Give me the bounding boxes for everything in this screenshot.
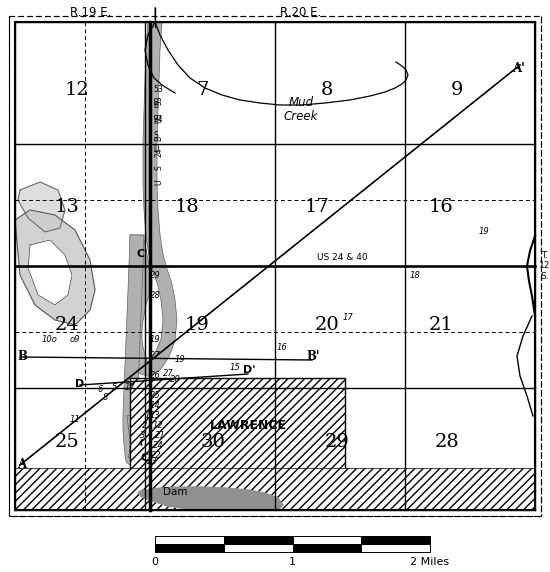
Text: 7: 7 xyxy=(196,81,208,100)
Text: 17: 17 xyxy=(343,313,353,323)
Text: 12: 12 xyxy=(65,81,90,100)
Text: 14: 14 xyxy=(150,400,161,410)
Bar xyxy=(293,544,361,552)
Bar xyxy=(361,536,430,544)
Text: 24: 24 xyxy=(153,116,163,125)
Text: A': A' xyxy=(512,62,524,74)
Text: 28: 28 xyxy=(434,432,459,451)
Bar xyxy=(15,468,535,510)
Text: C: C xyxy=(141,453,149,463)
Text: 19: 19 xyxy=(185,316,210,333)
Text: S: S xyxy=(154,166,163,170)
Text: 2 Miles: 2 Miles xyxy=(410,557,449,567)
Bar xyxy=(361,544,430,552)
Text: D: D xyxy=(75,379,85,389)
Text: 15: 15 xyxy=(230,363,240,372)
Text: Mud
Creek: Mud Creek xyxy=(284,96,318,124)
Text: Dam: Dam xyxy=(163,487,187,497)
Text: 19: 19 xyxy=(175,356,185,364)
Text: 24: 24 xyxy=(154,147,163,157)
Text: 23: 23 xyxy=(147,458,157,467)
Text: 25: 25 xyxy=(54,432,79,451)
Bar xyxy=(155,536,224,544)
Bar xyxy=(224,536,293,544)
Text: 13: 13 xyxy=(150,411,161,419)
Text: 24: 24 xyxy=(153,440,163,450)
Text: R.20 E.: R.20 E. xyxy=(280,6,322,18)
Text: 20: 20 xyxy=(169,375,180,384)
Text: 29: 29 xyxy=(150,271,161,280)
Text: 24: 24 xyxy=(54,316,79,333)
Text: 12: 12 xyxy=(153,420,163,430)
Text: B: B xyxy=(17,351,27,363)
Text: B': B' xyxy=(306,349,320,363)
Text: S: S xyxy=(153,130,158,140)
Polygon shape xyxy=(138,487,283,510)
Polygon shape xyxy=(18,182,65,232)
Text: 10o: 10o xyxy=(42,336,58,344)
Text: 27: 27 xyxy=(150,351,161,359)
Text: 5: 5 xyxy=(112,383,118,392)
Polygon shape xyxy=(128,22,177,377)
Bar xyxy=(15,22,535,510)
Text: 29: 29 xyxy=(325,432,350,451)
Bar xyxy=(293,536,361,544)
Text: 8: 8 xyxy=(102,392,108,402)
Text: 27: 27 xyxy=(163,368,173,378)
Text: U: U xyxy=(154,179,163,185)
Text: 13: 13 xyxy=(54,198,79,216)
Text: 26: 26 xyxy=(150,371,161,379)
Text: 11: 11 xyxy=(70,415,80,424)
Text: 6: 6 xyxy=(97,386,103,395)
Text: 3: 3 xyxy=(140,431,146,439)
Text: 18: 18 xyxy=(410,271,420,280)
Text: R.19 E.: R.19 E. xyxy=(70,6,111,18)
Text: 53: 53 xyxy=(154,95,163,105)
Polygon shape xyxy=(28,240,72,305)
Text: 21: 21 xyxy=(429,316,454,333)
Text: 18: 18 xyxy=(174,198,199,216)
Bar xyxy=(224,544,293,552)
Text: 1: 1 xyxy=(289,557,296,567)
Text: C': C' xyxy=(136,249,148,259)
Text: 1: 1 xyxy=(144,411,150,419)
Text: 0: 0 xyxy=(151,557,158,567)
Text: |: | xyxy=(153,6,157,19)
Text: 53: 53 xyxy=(153,85,163,94)
Text: D': D' xyxy=(243,365,255,375)
Bar xyxy=(155,544,224,552)
Text: US 24 & 40: US 24 & 40 xyxy=(317,253,368,263)
Polygon shape xyxy=(15,210,95,325)
Text: B: B xyxy=(154,136,163,141)
Text: US: US xyxy=(154,113,163,123)
Text: 16: 16 xyxy=(277,343,287,352)
Text: 20: 20 xyxy=(315,316,339,333)
Text: A: A xyxy=(18,459,26,471)
Bar xyxy=(9,16,541,516)
Text: 2: 2 xyxy=(142,420,148,430)
Text: B: B xyxy=(153,101,158,109)
Bar xyxy=(130,378,345,490)
Text: 8: 8 xyxy=(321,81,333,100)
Text: 19: 19 xyxy=(478,228,490,236)
Text: 22: 22 xyxy=(151,451,161,459)
Text: 25: 25 xyxy=(150,391,161,399)
Text: 19: 19 xyxy=(150,336,161,344)
Text: 21: 21 xyxy=(155,431,166,439)
Text: o9: o9 xyxy=(70,336,80,344)
Text: 9: 9 xyxy=(451,81,463,100)
Text: 16: 16 xyxy=(429,198,454,216)
Text: 28: 28 xyxy=(150,291,161,300)
Text: 17: 17 xyxy=(304,198,329,216)
Text: 17: 17 xyxy=(125,383,135,391)
Text: T.
12
S.: T. 12 S. xyxy=(540,251,550,281)
Text: U: U xyxy=(153,145,158,154)
Text: 4: 4 xyxy=(138,439,144,447)
Text: 30: 30 xyxy=(200,432,225,451)
Text: LAWRENCE: LAWRENCE xyxy=(210,419,287,431)
Polygon shape xyxy=(123,235,144,469)
